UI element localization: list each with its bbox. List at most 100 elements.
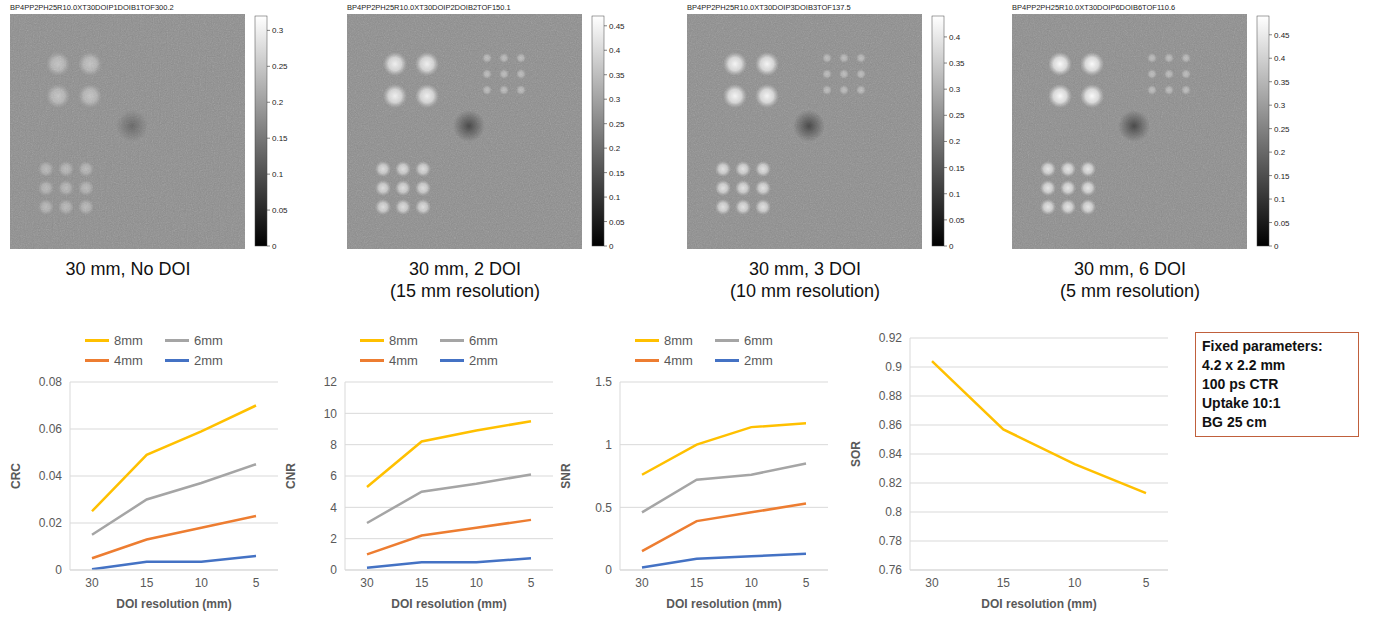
svg-text:0.1: 0.1 xyxy=(609,193,621,202)
html-text:30 mm, 6 DOI: 30 mm, 6 DOI xyxy=(1074,259,1186,279)
svg-text:0.02: 0.02 xyxy=(39,516,63,530)
svg-text:SNR: SNR xyxy=(560,463,573,489)
svg-text:10: 10 xyxy=(1068,576,1082,590)
svg-text:0.15: 0.15 xyxy=(609,169,625,178)
svg-text:0.2: 0.2 xyxy=(949,137,961,146)
svg-text:5: 5 xyxy=(253,576,260,590)
svg-text:0.15: 0.15 xyxy=(272,134,288,143)
html-text:6mm: 6mm xyxy=(194,332,223,348)
svg-text:0.1: 0.1 xyxy=(272,170,284,179)
svg-text:0.1: 0.1 xyxy=(949,190,961,199)
svg-text:0: 0 xyxy=(609,242,614,251)
svg-text:0.84: 0.84 xyxy=(879,447,903,461)
svg-text:0.2: 0.2 xyxy=(1274,148,1286,157)
svg-text:5: 5 xyxy=(528,576,535,590)
svg-text:0: 0 xyxy=(55,563,62,577)
svg-text:15: 15 xyxy=(997,576,1011,590)
svg-text:1.5: 1.5 xyxy=(595,375,612,389)
svg-text:0.76: 0.76 xyxy=(879,563,903,577)
svg-text:10: 10 xyxy=(195,576,209,590)
svg-text:10: 10 xyxy=(470,576,484,590)
svg-text:0.1: 0.1 xyxy=(1274,195,1286,204)
html-text:2mm: 2mm xyxy=(194,352,223,368)
svg-text:15: 15 xyxy=(140,576,154,590)
svg-text:15: 15 xyxy=(415,576,429,590)
svg-text:0.25: 0.25 xyxy=(609,120,625,129)
svg-text:0: 0 xyxy=(330,563,337,577)
svg-text:BP4PP2PH25R10.0XT30DOIP1DOIB1T: BP4PP2PH25R10.0XT30DOIP1DOIB1TOF300.2 xyxy=(10,3,174,12)
svg-text:0.4: 0.4 xyxy=(949,33,961,42)
svg-text:0.25: 0.25 xyxy=(1274,125,1290,134)
svg-text:DOI resolution (mm): DOI resolution (mm) xyxy=(981,597,1096,611)
svg-text:0: 0 xyxy=(949,242,954,251)
html-text:30 mm, 2 DOI: 30 mm, 2 DOI xyxy=(409,259,521,279)
svg-text:0.3: 0.3 xyxy=(272,26,284,35)
html-text:30 mm, 3 DOI: 30 mm, 3 DOI xyxy=(749,259,861,279)
svg-text:0.45: 0.45 xyxy=(1274,31,1290,40)
svg-text:DOI resolution (mm): DOI resolution (mm) xyxy=(666,597,781,611)
svg-text:0.45: 0.45 xyxy=(609,22,625,31)
svg-text:0.25: 0.25 xyxy=(272,62,288,71)
svg-text:5: 5 xyxy=(1143,576,1150,590)
svg-text:12: 12 xyxy=(324,375,338,389)
svg-text:0.35: 0.35 xyxy=(609,71,625,80)
svg-text:0.3: 0.3 xyxy=(1274,101,1286,110)
svg-text:10: 10 xyxy=(324,407,338,421)
svg-text:0.15: 0.15 xyxy=(1274,172,1290,181)
svg-text:0.3: 0.3 xyxy=(949,85,961,94)
svg-text:BP4PP2PH25R10.0XT30DOIP6DOIB6T: BP4PP2PH25R10.0XT30DOIP6DOIB6TOF110.6 xyxy=(1012,3,1175,12)
svg-text:8: 8 xyxy=(330,438,337,452)
svg-text:0: 0 xyxy=(605,563,612,577)
html-text:(15 mm resolution): (15 mm resolution) xyxy=(390,281,540,301)
svg-text:0.4: 0.4 xyxy=(609,46,621,55)
svg-text:10: 10 xyxy=(745,576,759,590)
svg-text:30: 30 xyxy=(360,576,374,590)
svg-text:0.15: 0.15 xyxy=(949,164,965,173)
svg-text:0: 0 xyxy=(1274,242,1279,251)
svg-text:6: 6 xyxy=(330,469,337,483)
svg-text:0.82: 0.82 xyxy=(879,476,903,490)
svg-text:0.05: 0.05 xyxy=(272,206,288,215)
svg-text:0.35: 0.35 xyxy=(949,59,965,68)
svg-text:CRC: CRC xyxy=(10,463,23,489)
svg-text:BP4PP2PH25R10.0XT30DOIP2DOIB2T: BP4PP2PH25R10.0XT30DOIP2DOIB2TOF150.1 xyxy=(347,3,511,12)
svg-text:4: 4 xyxy=(330,501,337,515)
svg-text:0.04: 0.04 xyxy=(39,469,63,483)
svg-text:0.08: 0.08 xyxy=(39,375,63,389)
html-text:30 mm, No DOI: 30 mm, No DOI xyxy=(65,259,191,279)
html-text:(5 mm resolution): (5 mm resolution) xyxy=(1060,281,1200,301)
svg-text:0.92: 0.92 xyxy=(879,331,903,345)
svg-text:0.4: 0.4 xyxy=(1274,54,1286,63)
svg-text:0.8: 0.8 xyxy=(885,505,902,519)
svg-text:0.05: 0.05 xyxy=(609,218,625,227)
svg-text:0.86: 0.86 xyxy=(879,418,903,432)
svg-text:30: 30 xyxy=(925,576,939,590)
svg-text:0.88: 0.88 xyxy=(879,389,903,403)
svg-text:0.3: 0.3 xyxy=(609,95,621,104)
svg-text:30: 30 xyxy=(85,576,99,590)
svg-text:15: 15 xyxy=(690,576,704,590)
svg-text:2: 2 xyxy=(330,532,337,546)
svg-text:0.9: 0.9 xyxy=(885,360,902,374)
html-text:(10 mm resolution): (10 mm resolution) xyxy=(730,281,880,301)
svg-text:0.05: 0.05 xyxy=(1274,219,1290,228)
svg-text:0: 0 xyxy=(272,242,277,251)
svg-text:CNR: CNR xyxy=(285,463,298,489)
svg-text:DOI resolution (mm): DOI resolution (mm) xyxy=(116,597,231,611)
svg-text:0.5: 0.5 xyxy=(595,501,612,515)
svg-text:0.06: 0.06 xyxy=(39,422,63,436)
svg-text:BP4PP2PH25R10.0XT30DOIP3DOIB3T: BP4PP2PH25R10.0XT30DOIP3DOIB3TOF137.5 xyxy=(687,3,851,12)
svg-text:0.35: 0.35 xyxy=(1274,78,1290,87)
svg-text:0.2: 0.2 xyxy=(609,144,621,153)
svg-text:DOI resolution (mm): DOI resolution (mm) xyxy=(391,597,506,611)
svg-text:5: 5 xyxy=(803,576,810,590)
svg-text:30: 30 xyxy=(635,576,649,590)
svg-text:0.25: 0.25 xyxy=(949,111,965,120)
svg-text:0.2: 0.2 xyxy=(272,98,284,107)
svg-text:SOR: SOR xyxy=(850,441,863,467)
svg-text:0.05: 0.05 xyxy=(949,216,965,225)
svg-text:1: 1 xyxy=(605,438,612,452)
html-text:4mm: 4mm xyxy=(114,352,143,368)
svg-text:0.78: 0.78 xyxy=(879,534,903,548)
html-text:8mm: 8mm xyxy=(114,332,143,348)
